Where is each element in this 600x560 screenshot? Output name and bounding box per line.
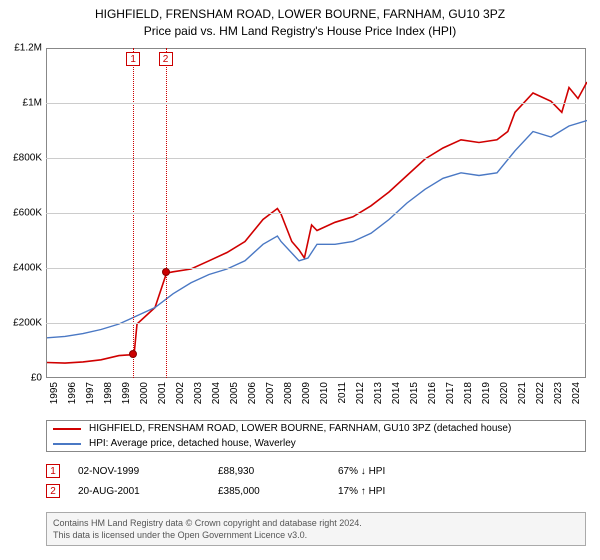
x-axis-label: 2019	[481, 382, 492, 404]
x-axis-label: 2018	[463, 382, 474, 404]
marker-badge: 2	[159, 52, 173, 66]
x-axis-label: 1995	[49, 382, 60, 404]
marker-badge: 2	[46, 484, 60, 498]
x-axis-label: 2023	[553, 382, 564, 404]
x-axis-label: 2009	[301, 382, 312, 404]
footer-line: This data is licensed under the Open Gov…	[53, 529, 579, 541]
datapoint-price: £88,930	[218, 466, 338, 477]
x-axis-label: 2008	[283, 382, 294, 404]
gridline	[46, 268, 586, 269]
gridline	[46, 158, 586, 159]
x-axis-label: 2012	[355, 382, 366, 404]
x-axis-label: 2020	[499, 382, 510, 404]
legend-label: HIGHFIELD, FRENSHAM ROAD, LOWER BOURNE, …	[89, 423, 511, 434]
footer-line: Contains HM Land Registry data © Crown c…	[53, 517, 579, 529]
datapoint-pct: 17% ↑ HPI	[338, 486, 448, 497]
x-axis-label: 1999	[121, 382, 132, 404]
x-axis-label: 2011	[337, 382, 348, 404]
y-axis-label: £400K	[0, 263, 42, 274]
y-axis-label: £200K	[0, 318, 42, 329]
marker-badge: 1	[126, 52, 140, 66]
chart-title: HIGHFIELD, FRENSHAM ROAD, LOWER BOURNE, …	[0, 0, 600, 40]
legend-swatch	[53, 443, 81, 445]
gridline	[46, 323, 586, 324]
x-axis-label: 2004	[211, 382, 222, 404]
x-axis-label: 2015	[409, 382, 420, 404]
gridline	[46, 103, 586, 104]
datapoint-table: 1 02-NOV-1999 £88,930 67% ↓ HPI 2 20-AUG…	[46, 458, 586, 498]
x-axis-label: 2022	[535, 382, 546, 404]
legend-swatch	[53, 428, 81, 430]
x-axis-label: 1997	[85, 382, 96, 404]
y-axis-label: £1.2M	[0, 43, 42, 54]
legend-label: HPI: Average price, detached house, Wave…	[89, 438, 296, 449]
series-line-price_paid	[47, 82, 587, 363]
series-svg	[47, 49, 587, 379]
title-line1: HIGHFIELD, FRENSHAM ROAD, LOWER BOURNE, …	[0, 6, 600, 23]
marker-dot	[129, 350, 137, 358]
container: HIGHFIELD, FRENSHAM ROAD, LOWER BOURNE, …	[0, 0, 600, 560]
attribution-footer: Contains HM Land Registry data © Crown c…	[46, 512, 586, 546]
marker-badge: 1	[46, 464, 60, 478]
x-axis-label: 2021	[517, 382, 528, 404]
x-axis-label: 2010	[319, 382, 330, 404]
x-axis-label: 2016	[427, 382, 438, 404]
marker-dot	[162, 268, 170, 276]
x-axis-label: 2014	[391, 382, 402, 404]
x-axis-label: 1996	[67, 382, 78, 404]
legend: HIGHFIELD, FRENSHAM ROAD, LOWER BOURNE, …	[46, 420, 586, 452]
y-axis-label: £0	[0, 373, 42, 384]
y-axis-label: £1M	[0, 98, 42, 109]
datapoint-date: 02-NOV-1999	[78, 466, 218, 477]
datapoint-row: 2 20-AUG-2001 £385,000 17% ↑ HPI	[46, 484, 586, 498]
legend-row: HPI: Average price, detached house, Wave…	[47, 436, 585, 451]
datapoint-pct: 67% ↓ HPI	[338, 466, 448, 477]
x-axis-label: 2001	[157, 382, 168, 404]
x-axis-label: 2003	[193, 382, 204, 404]
x-axis-label: 2013	[373, 382, 384, 404]
gridline	[46, 213, 586, 214]
x-axis-label: 2017	[445, 382, 456, 404]
x-axis-label: 1998	[103, 382, 114, 404]
x-axis-label: 2002	[175, 382, 186, 404]
y-axis-label: £800K	[0, 153, 42, 164]
x-axis-label: 2000	[139, 382, 150, 404]
series-line-hpi	[47, 121, 587, 338]
x-axis-label: 2024	[571, 382, 582, 404]
datapoint-row: 1 02-NOV-1999 £88,930 67% ↓ HPI	[46, 464, 586, 478]
x-axis-label: 2007	[265, 382, 276, 404]
x-axis-label: 2006	[247, 382, 258, 404]
legend-row: HIGHFIELD, FRENSHAM ROAD, LOWER BOURNE, …	[47, 421, 585, 436]
datapoint-price: £385,000	[218, 486, 338, 497]
x-axis-label: 2005	[229, 382, 240, 404]
y-axis-label: £600K	[0, 208, 42, 219]
datapoint-date: 20-AUG-2001	[78, 486, 218, 497]
title-line2: Price paid vs. HM Land Registry's House …	[0, 23, 600, 40]
